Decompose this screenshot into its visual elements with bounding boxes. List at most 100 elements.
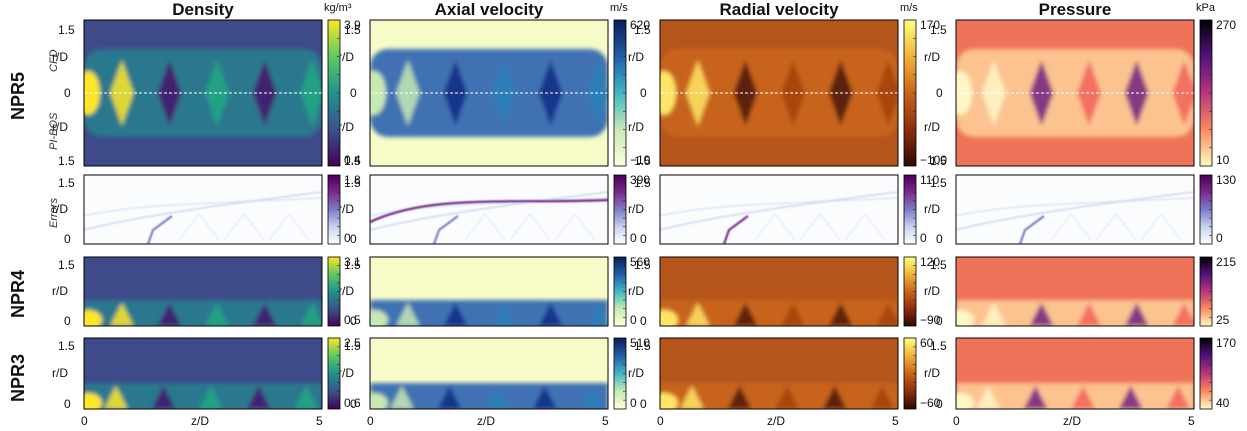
y-axis-label: r/D xyxy=(628,283,644,298)
panel-frame xyxy=(369,174,609,245)
y-tick-label: 1.5 xyxy=(930,23,947,37)
y-axis-label: r/D xyxy=(52,120,68,134)
field-panel xyxy=(370,175,608,244)
panel-frame xyxy=(659,256,899,327)
y-tick-label: 0 xyxy=(350,314,357,328)
colorbar-max-label: 110 xyxy=(920,173,940,187)
y-tick-label: 1.5 xyxy=(634,258,651,272)
colorbar-max-label: 170 xyxy=(920,18,941,32)
x-tick-label: 5 xyxy=(1188,414,1195,428)
y-tick-label: 1.5 xyxy=(930,258,947,272)
colorbar-max-label: 390 xyxy=(630,173,651,187)
y-axis-label: r/D xyxy=(52,283,68,298)
x-tick-label: 0 xyxy=(657,414,664,428)
field-panel xyxy=(660,257,898,326)
colorbar-min-label: 0 xyxy=(344,231,351,245)
colorbar-min-label: 0.5 xyxy=(344,313,361,327)
x-tick-label: 0 xyxy=(367,414,374,428)
panel-frame xyxy=(955,256,1195,327)
colorbar-max-label: 3.9 xyxy=(344,18,361,32)
field-panel xyxy=(956,175,1194,244)
field-panel xyxy=(84,175,322,244)
field-panel xyxy=(370,257,608,326)
panel-frame xyxy=(83,19,323,167)
y-tick-label: 0 xyxy=(64,397,71,411)
y-tick-label: 0 xyxy=(936,314,943,328)
column-title: Radial velocity xyxy=(719,0,839,19)
field-panel xyxy=(660,175,898,244)
panel-frame xyxy=(955,337,1195,410)
colorbar-max-label: 215 xyxy=(1216,255,1237,269)
x-axis-label: z/D xyxy=(477,414,495,428)
panel-frame xyxy=(955,19,1195,167)
y-tick-label: 0 xyxy=(350,232,357,246)
colorbar-min-label: 0 xyxy=(630,313,637,327)
column-unit: m/s xyxy=(610,2,628,14)
y-axis-label: r/D xyxy=(338,50,354,64)
y-tick-label: 1.5 xyxy=(634,176,651,190)
field-panel xyxy=(84,338,322,409)
y-tick-label: 1.5 xyxy=(344,339,361,353)
colorbar-min-label: 0 xyxy=(630,396,637,410)
y-tick-label: 0 xyxy=(350,86,357,100)
field-panel xyxy=(84,20,322,166)
column-title: Axial velocity xyxy=(434,0,544,19)
panel-frame xyxy=(83,256,323,327)
x-axis-label: z/D xyxy=(191,414,209,428)
y-tick-label: 0 xyxy=(64,86,71,100)
y-tick-label: 1.5 xyxy=(58,258,75,272)
colorbar-min-label: 40 xyxy=(1216,396,1230,410)
colorbar-max-label: 560 xyxy=(630,255,651,269)
x-tick-label: 5 xyxy=(892,414,899,428)
panel-frame xyxy=(659,337,899,410)
y-axis-label: r/D xyxy=(338,120,354,134)
colorbar-min-label: 25 xyxy=(1216,313,1230,327)
y-tick-label: 1.5 xyxy=(344,176,361,190)
panel-frame xyxy=(659,19,899,167)
y-tick-label: 0 xyxy=(936,232,943,246)
column-unit: m/s xyxy=(900,2,918,14)
field-panel xyxy=(370,20,608,166)
y-axis-label: r/D xyxy=(52,365,68,380)
y-tick-label: 1.5 xyxy=(344,258,361,272)
y-axis-label: r/D xyxy=(628,201,644,216)
field-panel xyxy=(660,20,898,166)
y-tick-label: 0 xyxy=(640,232,647,246)
panel-frame xyxy=(83,174,323,245)
y-tick-label: 1.5 xyxy=(930,154,947,168)
colorbar-max-label: 270 xyxy=(1216,18,1237,32)
y-axis-label: r/D xyxy=(628,120,644,134)
colorbar-min-label: −100 xyxy=(920,153,948,167)
colorbar-max-label: 130 xyxy=(1216,173,1237,187)
y-axis-label: r/D xyxy=(924,120,940,134)
y-axis-label: r/D xyxy=(628,50,644,64)
y-axis-label: r/D xyxy=(52,50,68,64)
column-title: Density xyxy=(172,0,234,19)
y-axis-label: r/D xyxy=(338,201,354,216)
panel-frame xyxy=(659,174,899,245)
y-tick-label: 0 xyxy=(64,232,71,246)
colorbar-min-label: −60 xyxy=(920,396,941,410)
colorbar-max-label: 120 xyxy=(920,255,941,269)
colorbar-min-label: −10 xyxy=(630,153,651,167)
y-axis-label: r/D xyxy=(338,283,354,298)
y-tick-label: 1.5 xyxy=(58,23,75,37)
y-tick-label: 0 xyxy=(640,314,647,328)
panel-frame xyxy=(83,337,323,410)
x-tick-label: 0 xyxy=(81,414,88,428)
colorbar-min-label: 0 xyxy=(630,231,637,245)
y-axis-label: r/D xyxy=(924,283,940,298)
colorbar-max-label: 60 xyxy=(920,336,934,350)
y-tick-label: 0 xyxy=(936,397,943,411)
colorbar-max-label: 1.8 xyxy=(344,173,361,187)
column-title: Pressure xyxy=(1038,0,1112,19)
field-panel xyxy=(956,338,1194,409)
y-axis-label: r/D xyxy=(924,365,940,380)
colorbar-max-label: 3.1 xyxy=(344,255,361,269)
colorbar-max-label: 170 xyxy=(1216,336,1237,350)
y-tick-label: 0 xyxy=(936,86,943,100)
column-unit: kg/m³ xyxy=(324,2,352,14)
colorbar-max-label: 2.5 xyxy=(344,336,361,350)
colorbar-min-label: 0.6 xyxy=(344,396,361,410)
x-tick-label: 5 xyxy=(602,414,609,428)
